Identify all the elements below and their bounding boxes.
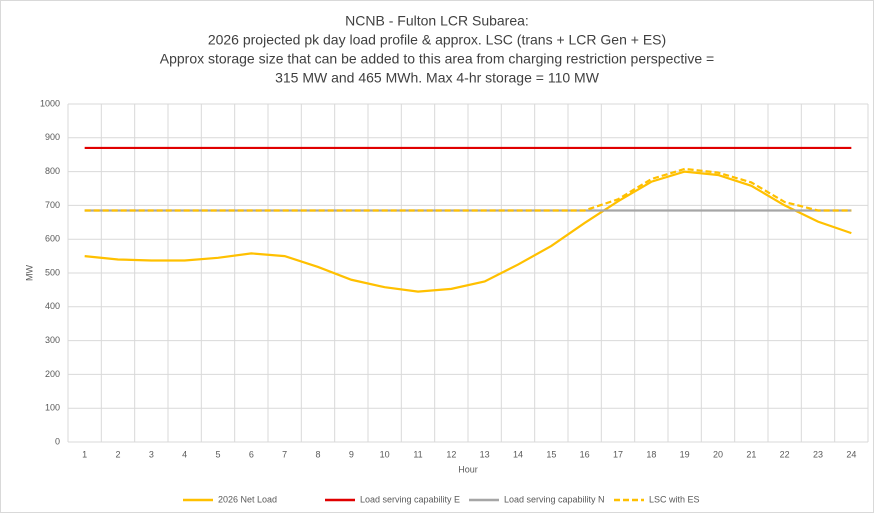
- y-tick-label: 1000: [40, 98, 60, 108]
- y-tick-label: 400: [45, 301, 60, 311]
- x-tick-label: 22: [780, 449, 790, 459]
- y-tick-label: 200: [45, 369, 60, 379]
- x-tick-label: 17: [613, 449, 623, 459]
- x-tick-label: 2: [115, 449, 120, 459]
- series-line: [84, 170, 852, 293]
- series-line: [84, 167, 852, 212]
- x-axis-label: Hour: [458, 464, 478, 474]
- legend-label: Load serving capability E: [360, 494, 460, 504]
- x-tick-label: 8: [315, 449, 320, 459]
- x-tick-label: 10: [380, 449, 390, 459]
- x-tick-label: 7: [282, 449, 287, 459]
- legend-label: 2026 Net Load: [218, 494, 277, 504]
- chart-title: 315 MW and 465 MWh. Max 4-hr storage = 1…: [275, 70, 600, 86]
- x-tick-label: 11: [413, 449, 422, 459]
- x-tick-label: 24: [846, 449, 856, 459]
- y-tick-label: 700: [45, 200, 60, 210]
- x-tick-label: 20: [713, 449, 723, 459]
- x-tick-label: 15: [546, 449, 556, 459]
- y-tick-label: 600: [45, 234, 60, 244]
- x-tick-label: 9: [349, 449, 354, 459]
- x-tick-label: 21: [746, 449, 756, 459]
- x-tick-label: 1: [82, 449, 87, 459]
- x-tick-label: 13: [480, 449, 490, 459]
- y-tick-label: 800: [45, 166, 60, 176]
- x-tick-label: 16: [580, 449, 590, 459]
- x-tick-label: 5: [215, 449, 220, 459]
- legend-label: Load serving capability N: [504, 494, 605, 504]
- y-axis-label: MW: [24, 265, 34, 281]
- x-tick-label: 12: [446, 449, 456, 459]
- y-tick-label: 300: [45, 335, 60, 345]
- chart-title: NCNB - Fulton LCR Subarea:: [345, 13, 529, 29]
- x-tick-label: 4: [182, 449, 187, 459]
- x-tick-label: 18: [646, 449, 656, 459]
- y-tick-label: 100: [45, 403, 60, 413]
- chart-title: 2026 projected pk day load profile & app…: [208, 32, 666, 48]
- chart-title: Approx storage size that can be added to…: [160, 51, 714, 67]
- y-tick-label: 0: [55, 436, 60, 446]
- x-tick-label: 19: [680, 449, 690, 459]
- x-tick-label: 6: [249, 449, 254, 459]
- x-tick-label: 3: [149, 449, 154, 459]
- legend-label: LSC with ES: [649, 494, 700, 504]
- y-tick-label: 500: [45, 267, 60, 277]
- x-tick-label: 14: [513, 449, 523, 459]
- x-tick-label: 23: [813, 449, 823, 459]
- y-tick-label: 900: [45, 132, 60, 142]
